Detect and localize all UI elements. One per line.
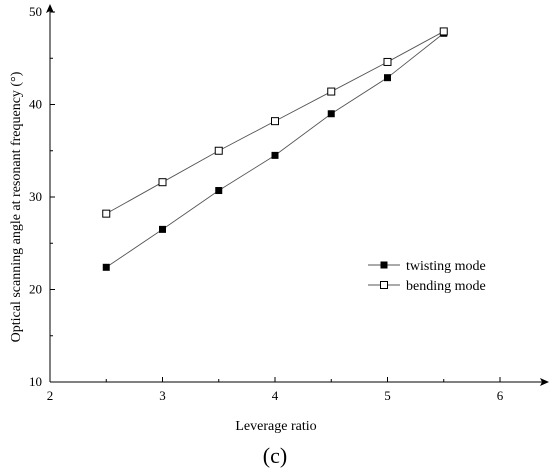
- x-tick-label: 6: [497, 388, 504, 403]
- legend-label: bending mode: [406, 279, 486, 294]
- data-point: [384, 74, 391, 82]
- x-tick-label: 4: [272, 388, 279, 403]
- data-point: [271, 151, 279, 159]
- y-tick-label: 30: [29, 189, 42, 204]
- x-tick-label: 2: [47, 388, 54, 403]
- series-layer: [102, 27, 448, 271]
- data-point: [159, 225, 166, 233]
- data-point: [102, 209, 111, 218]
- y-tick-label: 10: [29, 374, 42, 389]
- data-point: [439, 27, 448, 36]
- series-twisting-mode: [102, 29, 448, 271]
- data-point: [158, 178, 167, 187]
- tick-group: 2 3 4 5 6 10 20 30 40 50: [29, 4, 504, 403]
- panel-label: (c): [263, 443, 287, 468]
- x-tick-label: 5: [384, 388, 391, 403]
- legend-item: bending mode: [368, 279, 486, 294]
- x-axis-label: Leverage ratio: [235, 419, 316, 434]
- legend: twisting mode bending mode: [368, 259, 486, 294]
- data-point: [327, 87, 336, 96]
- data-point: [214, 146, 223, 155]
- data-point: [271, 117, 279, 126]
- y-axis-arrow: [46, 4, 54, 13]
- series-line: [105, 32, 445, 268]
- data-point: [215, 187, 223, 195]
- data-point: [327, 110, 335, 118]
- legend-marker: [380, 261, 388, 269]
- y-tick-label: 40: [29, 97, 42, 112]
- y-tick-label: 50: [29, 4, 42, 19]
- legend-marker: [380, 281, 388, 289]
- y-axis-label: Optical scanning angle at resonant frequ…: [9, 71, 24, 342]
- y-tick-label: 20: [29, 282, 42, 297]
- axes: [46, 4, 549, 386]
- series-bending-mode: [102, 27, 448, 218]
- x-tick-label: 3: [159, 388, 166, 403]
- data-point: [102, 263, 110, 271]
- legend-label: twisting mode: [406, 259, 486, 274]
- x-axis-arrow: [540, 378, 549, 386]
- legend-item: twisting mode: [368, 259, 486, 274]
- data-point: [383, 57, 392, 66]
